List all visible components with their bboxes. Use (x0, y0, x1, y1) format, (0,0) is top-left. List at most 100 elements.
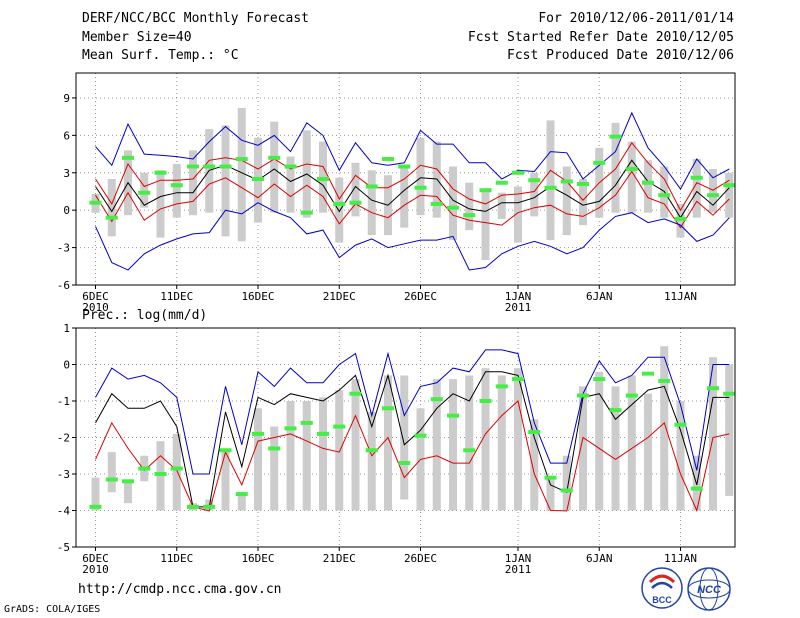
ensemble-box (627, 375, 636, 511)
ensemble-box (611, 122, 620, 213)
ensemble-box (367, 170, 376, 236)
obs-marker (349, 200, 362, 205)
obs-marker (447, 413, 459, 418)
ensemble-box (351, 162, 360, 217)
ensemble-box (221, 448, 230, 511)
obs-marker (170, 466, 183, 471)
x-tick-label: 11JAN (664, 290, 697, 303)
obs-marker (479, 188, 492, 193)
obs-marker (512, 170, 524, 175)
x-tick-sublabel: 2010 (82, 301, 109, 314)
obs-marker (414, 433, 427, 438)
obs-marker (430, 201, 443, 206)
x-tick-sublabel: 2011 (505, 301, 532, 314)
ensemble-box (465, 182, 474, 231)
obs-marker (463, 448, 476, 453)
ensemble-box (660, 346, 669, 511)
obs-marker (495, 384, 508, 389)
ensemble-box (367, 411, 376, 511)
obs-marker (398, 461, 411, 466)
ensemble-box (709, 169, 717, 213)
obs-marker (495, 180, 508, 185)
series-line-min (95, 202, 730, 271)
obs-marker (284, 426, 297, 431)
ensemble-box (514, 186, 522, 243)
ensemble-box (449, 379, 457, 511)
obs-marker (690, 175, 703, 180)
obs-marker (398, 164, 411, 169)
obs-marker (154, 472, 167, 476)
obs-marker (317, 431, 329, 436)
obs-marker (560, 179, 573, 184)
x-tick-label: 26DEC (404, 290, 437, 303)
ensemble-box (725, 364, 734, 496)
obs-marker (593, 160, 606, 165)
ensemble-box (172, 164, 181, 218)
obs-marker (300, 420, 313, 425)
source-url[interactable]: http://cmdp.ncc.cma.gov.cn (78, 582, 282, 597)
variable-label: Mean Surf. Temp.: °C (82, 48, 239, 63)
ensemble-box (189, 150, 197, 216)
chart-panel-2: Prec.: log(mm/d)-5-4-3-2-1016DEC201011DE… (57, 308, 736, 576)
y-tick-label: -4 (57, 505, 71, 518)
ensemble-box (514, 368, 522, 511)
obs-marker (252, 431, 264, 436)
obs-marker (625, 167, 638, 172)
obs-marker (414, 185, 427, 190)
ensemble-box (156, 170, 165, 238)
y-tick-label: 1 (63, 322, 70, 335)
obs-marker (235, 157, 248, 162)
ensemble-box (286, 156, 295, 213)
obs-marker (317, 177, 329, 181)
obs-marker (235, 492, 248, 497)
obs-marker (609, 408, 622, 413)
obs-marker (707, 193, 719, 198)
y-tick-label: 6 (63, 129, 70, 142)
bcc-logo: BCC (641, 567, 683, 609)
ensemble-box (644, 160, 652, 213)
ensemble-box (579, 386, 587, 511)
obs-marker (447, 205, 459, 210)
ensemble-box (91, 477, 100, 511)
grads-credit: GrADS: COLA/IGES (4, 604, 101, 615)
ensemble-box (497, 192, 506, 219)
obs-marker (105, 477, 118, 482)
x-tick-sublabel: 2010 (82, 563, 109, 576)
obs-marker (544, 185, 557, 190)
ensemble-box (172, 433, 181, 511)
obs-marker (187, 164, 199, 169)
ensemble-box (254, 408, 262, 511)
plot-frame (75, 72, 736, 286)
series-line-spread (95, 400, 730, 513)
series-line-mean (95, 371, 730, 508)
obs-marker (268, 155, 281, 160)
series-line-spread_low (95, 170, 730, 229)
ensemble-box (400, 375, 409, 500)
fcst-started-label: Fcst Started Refer Date 2010/12/05 (467, 30, 734, 45)
obs-marker (365, 184, 378, 189)
obs-marker (349, 391, 362, 396)
y-tick-label: -5 (57, 541, 70, 554)
ensemble-box (302, 401, 311, 511)
ensemble-box (644, 393, 652, 511)
obs-marker (658, 193, 671, 198)
obs-marker (219, 164, 232, 169)
obs-marker (528, 430, 541, 435)
x-tick-label: 6JAN (586, 552, 613, 565)
obs-marker (219, 448, 232, 453)
y-tick-label: -3 (57, 242, 70, 255)
ensemble-box (432, 379, 441, 511)
obs-marker (528, 178, 541, 183)
y-tick-label: -2 (57, 432, 70, 445)
ensemble-box (627, 141, 636, 213)
obs-marker (707, 386, 719, 391)
obs-marker (512, 377, 524, 382)
ensemble-box (530, 172, 539, 217)
ensemble-box (416, 137, 425, 216)
obs-marker (382, 157, 394, 162)
y-tick-label: 3 (63, 167, 70, 180)
x-tick-label: 6JAN (586, 290, 613, 303)
ensemble-box (237, 492, 246, 511)
ensemble-box (709, 357, 717, 511)
x-tick-label: 16DEC (241, 552, 274, 565)
